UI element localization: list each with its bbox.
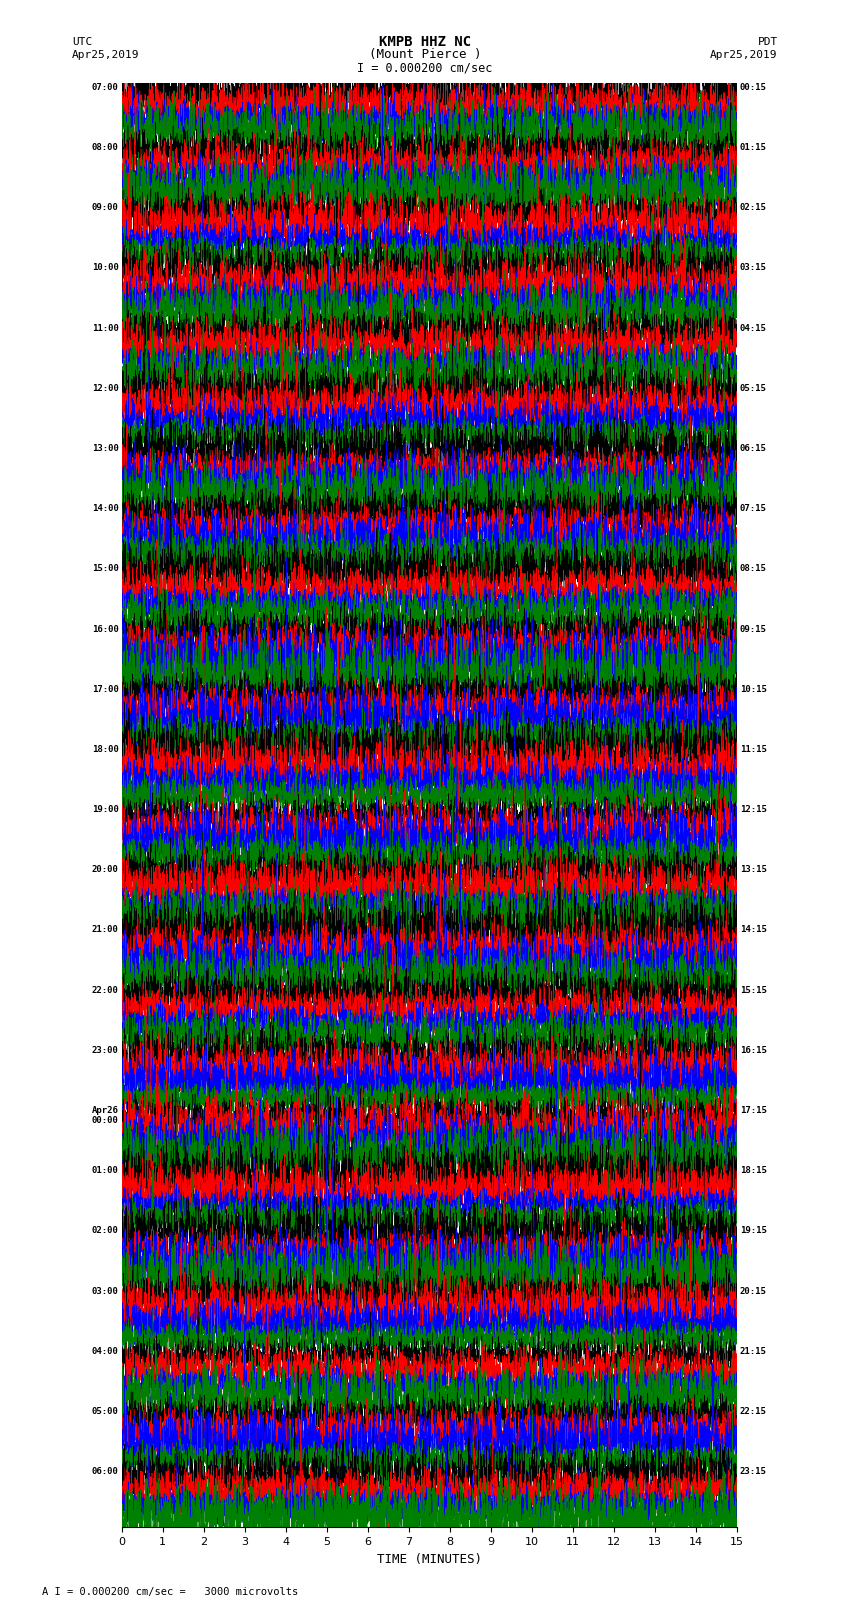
Text: 12:15: 12:15 [740,805,767,815]
Text: 13:15: 13:15 [740,865,767,874]
Text: KMPB HHZ NC: KMPB HHZ NC [379,35,471,50]
Text: 04:00: 04:00 [92,1347,119,1357]
Text: 23:00: 23:00 [92,1045,119,1055]
Text: Apr26
00:00: Apr26 00:00 [92,1107,119,1126]
Text: 20:15: 20:15 [740,1287,767,1295]
Text: 01:15: 01:15 [740,144,767,152]
Text: 03:15: 03:15 [740,263,767,273]
Text: 21:00: 21:00 [92,926,119,934]
Text: 02:15: 02:15 [740,203,767,213]
Text: Apr25,2019: Apr25,2019 [711,50,778,60]
Text: 09:15: 09:15 [740,624,767,634]
Text: 04:15: 04:15 [740,324,767,332]
Text: 06:15: 06:15 [740,444,767,453]
Text: 16:15: 16:15 [740,1045,767,1055]
Text: 18:15: 18:15 [740,1166,767,1176]
Text: 07:15: 07:15 [740,505,767,513]
Text: UTC: UTC [72,37,93,47]
Text: 15:15: 15:15 [740,986,767,995]
Text: 19:15: 19:15 [740,1226,767,1236]
Text: Apr25,2019: Apr25,2019 [72,50,139,60]
Text: 21:15: 21:15 [740,1347,767,1357]
Text: 13:00: 13:00 [92,444,119,453]
Text: 18:00: 18:00 [92,745,119,753]
Text: PDT: PDT [757,37,778,47]
Text: 06:00: 06:00 [92,1468,119,1476]
Text: 09:00: 09:00 [92,203,119,213]
Text: (Mount Pierce ): (Mount Pierce ) [369,48,481,61]
Text: I = 0.000200 cm/sec: I = 0.000200 cm/sec [357,61,493,74]
Text: 11:15: 11:15 [740,745,767,753]
Text: 19:00: 19:00 [92,805,119,815]
Text: 08:00: 08:00 [92,144,119,152]
Text: 02:00: 02:00 [92,1226,119,1236]
Text: 23:15: 23:15 [740,1468,767,1476]
Text: 22:15: 22:15 [740,1407,767,1416]
Text: 22:00: 22:00 [92,986,119,995]
Text: 10:00: 10:00 [92,263,119,273]
Text: 10:15: 10:15 [740,684,767,694]
Text: 00:15: 00:15 [740,82,767,92]
Text: 11:00: 11:00 [92,324,119,332]
Text: 14:15: 14:15 [740,926,767,934]
Text: 12:00: 12:00 [92,384,119,392]
Text: 05:00: 05:00 [92,1407,119,1416]
Text: 07:00: 07:00 [92,82,119,92]
Text: 08:15: 08:15 [740,565,767,573]
Text: 16:00: 16:00 [92,624,119,634]
Text: 15:00: 15:00 [92,565,119,573]
Text: 01:00: 01:00 [92,1166,119,1176]
Text: 03:00: 03:00 [92,1287,119,1295]
Text: 20:00: 20:00 [92,865,119,874]
Text: A I = 0.000200 cm/sec =   3000 microvolts: A I = 0.000200 cm/sec = 3000 microvolts [42,1587,298,1597]
Text: 17:00: 17:00 [92,684,119,694]
X-axis label: TIME (MINUTES): TIME (MINUTES) [377,1553,482,1566]
Text: 14:00: 14:00 [92,505,119,513]
Text: 17:15: 17:15 [740,1107,767,1115]
Text: 05:15: 05:15 [740,384,767,392]
